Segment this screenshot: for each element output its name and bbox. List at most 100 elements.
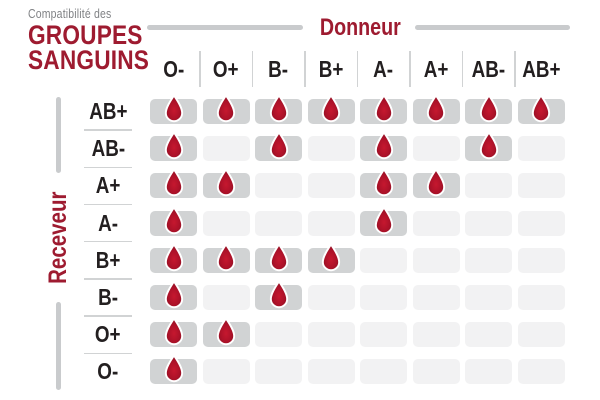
title-line1: GROUPES: [28, 20, 143, 50]
blood-drop-icon: [426, 168, 446, 197]
grid-cell: [465, 359, 512, 385]
receiver-label: A+: [84, 166, 132, 199]
donor-label: AB-: [461, 50, 512, 88]
blood-drop-icon: [269, 280, 288, 309]
grid-cell: [360, 322, 407, 348]
grid-cell: [307, 284, 355, 310]
receiver-label-text: O+: [95, 321, 121, 348]
receiver-label: AB+: [84, 99, 132, 124]
grid-cell: [255, 280, 302, 310]
grid-cell: [255, 94, 302, 124]
grid-cell: [150, 354, 197, 385]
grid-cell: [202, 242, 250, 273]
title-eyebrow-text: Compatibilité des: [28, 7, 112, 21]
receiver-label: A-: [84, 203, 132, 236]
donor-label-text: A-: [373, 56, 394, 82]
grid-cell: [412, 136, 460, 162]
grid-cell: [517, 210, 565, 236]
grid-cell: [517, 173, 565, 199]
donor-label-text: O+: [213, 56, 239, 82]
grid-cell: [517, 359, 565, 385]
grid-cell: [465, 173, 512, 199]
title-eyebrow: Compatibilité des: [28, 7, 127, 21]
grid-cell: [150, 168, 197, 199]
grid-cell: [202, 210, 250, 236]
donor-label: B+: [304, 50, 355, 88]
blood-drop-icon: [374, 168, 393, 197]
grid-cell: [255, 242, 302, 273]
grid-cell: [150, 131, 197, 162]
donor-label: A+: [409, 50, 460, 88]
donor-axis-line-left: [147, 25, 303, 30]
grid-cell: [255, 210, 302, 236]
grid-cell: [412, 247, 460, 273]
grid-cell: [150, 94, 197, 124]
grid-cell: [150, 317, 197, 348]
receiver-label-text: B-: [98, 283, 118, 310]
title-line2: SANGUINS: [28, 45, 150, 75]
donor-label: AB+: [514, 50, 565, 88]
grid-cell: [360, 205, 407, 236]
grid-cell: [202, 284, 250, 310]
compatibility-grid: [150, 94, 565, 385]
blood-drop-icon: [164, 317, 183, 346]
blood-drop-icon: [269, 242, 288, 271]
blood-drop-icon: [269, 94, 288, 123]
receiver-axis-title: Receveur: [44, 173, 72, 303]
blood-drop-icon: [321, 94, 341, 123]
grid-cell: [202, 317, 250, 348]
grid-cell: [412, 322, 460, 348]
grid-cell: [465, 247, 512, 273]
grid-cell: [202, 136, 250, 162]
blood-drop-icon: [164, 280, 183, 309]
blood-drop-icon: [269, 131, 288, 160]
grid-cell: [307, 94, 355, 124]
grid-cell: [412, 359, 460, 385]
donor-axis-title-text: Donneur: [319, 14, 401, 41]
grid-cell: [202, 94, 250, 124]
receiver-label-text: AB+: [88, 98, 128, 124]
receiver-label: B-: [84, 278, 132, 310]
blood-drop-icon: [164, 131, 183, 160]
blood-drop-icon: [164, 168, 183, 197]
receiver-label: AB-: [84, 129, 132, 161]
grid-cell: [202, 168, 250, 199]
grid-cell: [202, 359, 250, 385]
grid-cell: [150, 242, 197, 273]
blood-drop-icon: [426, 94, 446, 123]
grid-cell: [255, 359, 302, 385]
grid-cell: [412, 168, 460, 199]
page-title: GROUPES SANGUINS: [28, 20, 172, 75]
grid-cell: [360, 168, 407, 199]
grid-cell: [465, 210, 512, 236]
grid-cell: [255, 322, 302, 348]
blood-drop-icon: [479, 131, 498, 160]
donor-label-text: AB-: [471, 56, 506, 82]
receiver-label-text: A+: [95, 172, 121, 199]
grid-cell: [412, 94, 460, 124]
blood-drop-icon: [374, 131, 393, 160]
donor-label-text: A+: [423, 56, 449, 82]
grid-cell: [360, 284, 407, 310]
blood-drop-icon: [164, 354, 183, 383]
grid-cell: [517, 247, 565, 273]
donor-label-text: B-: [268, 56, 289, 82]
grid-cell: [360, 247, 407, 273]
blood-drop-icon: [164, 94, 183, 123]
donor-labels: O- O+ B- B+ A- A+ AB- AB+: [150, 50, 565, 88]
donor-label-text: B+: [318, 56, 344, 82]
grid-cell: [307, 136, 355, 162]
grid-cell: [517, 94, 565, 124]
receiver-axis-title-text: Receveur: [43, 191, 72, 284]
receiver-label: O-: [84, 352, 132, 385]
donor-label-text: AB+: [521, 56, 561, 82]
grid-cell: [465, 322, 512, 348]
receiver-label: B+: [84, 240, 132, 273]
receiver-label-text: O-: [97, 358, 119, 385]
grid-cell: [255, 173, 302, 199]
donor-label: O+: [199, 50, 250, 88]
donor-label: O-: [150, 50, 197, 88]
donor-label: B-: [251, 50, 302, 88]
blood-drop-icon: [531, 94, 551, 123]
